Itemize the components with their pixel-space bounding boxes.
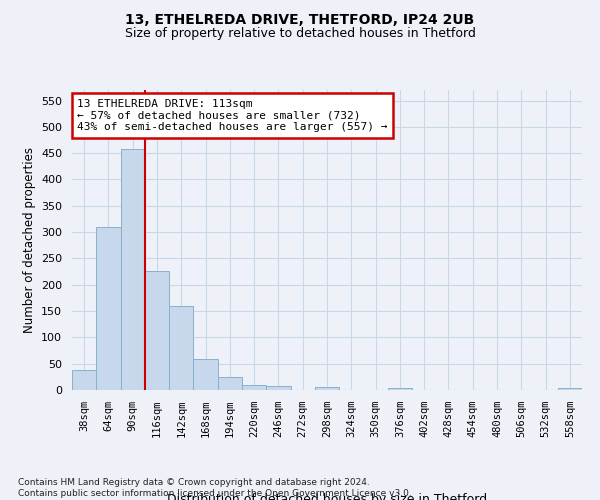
Bar: [315, 388, 339, 390]
Y-axis label: Number of detached properties: Number of detached properties: [23, 147, 35, 333]
Bar: [266, 386, 290, 390]
Bar: [218, 377, 242, 390]
Bar: [169, 306, 193, 390]
Text: 13, ETHELREDA DRIVE, THETFORD, IP24 2UB: 13, ETHELREDA DRIVE, THETFORD, IP24 2UB: [125, 12, 475, 26]
Text: Contains HM Land Registry data © Crown copyright and database right 2024.
Contai: Contains HM Land Registry data © Crown c…: [18, 478, 412, 498]
Bar: [72, 370, 96, 390]
Bar: [558, 388, 582, 390]
Bar: [193, 360, 218, 390]
Text: 13 ETHELREDA DRIVE: 113sqm
← 57% of detached houses are smaller (732)
43% of sem: 13 ETHELREDA DRIVE: 113sqm ← 57% of deta…: [77, 99, 388, 132]
Bar: [96, 227, 121, 390]
Bar: [242, 384, 266, 390]
Text: Size of property relative to detached houses in Thetford: Size of property relative to detached ho…: [125, 28, 475, 40]
Bar: [388, 388, 412, 390]
X-axis label: Distribution of detached houses by size in Thetford: Distribution of detached houses by size …: [167, 493, 487, 500]
Bar: [121, 150, 145, 390]
Bar: [145, 270, 169, 390]
